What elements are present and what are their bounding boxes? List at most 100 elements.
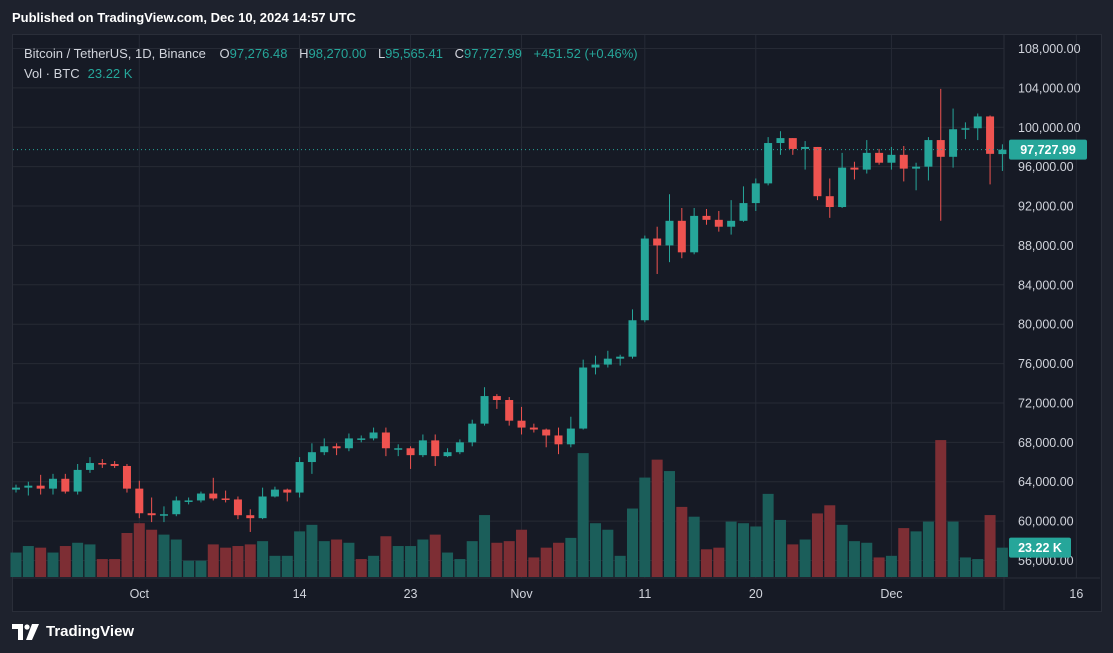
- volume-bar: [935, 440, 947, 577]
- candle-body: [702, 215, 711, 220]
- candle: [270, 486, 279, 498]
- volume-bar: [294, 531, 306, 577]
- candle: [209, 477, 218, 501]
- candle: [233, 496, 242, 520]
- time-tick-label: 16: [1069, 587, 1083, 601]
- volume-bar: [232, 546, 244, 577]
- candle: [357, 435, 366, 443]
- volume-bar: [96, 559, 108, 577]
- volume-bar: [996, 547, 1008, 577]
- candle: [813, 146, 822, 201]
- price-tick-label: 68,000.00: [1018, 436, 1074, 450]
- volume-bar: [22, 546, 34, 577]
- tradingview-logo-icon: [12, 623, 39, 640]
- candle-body: [443, 452, 452, 457]
- candle-body: [369, 432, 378, 439]
- volume-bar: [959, 557, 971, 577]
- candle: [443, 448, 452, 458]
- candle-body: [320, 446, 329, 453]
- candle: [36, 474, 45, 495]
- candle: [61, 473, 70, 494]
- volume-bar: [269, 555, 281, 577]
- candle-body: [628, 320, 637, 357]
- candle: [48, 473, 57, 495]
- candle: [110, 461, 119, 468]
- high-value: 98,270.00: [308, 46, 367, 61]
- candle: [998, 144, 1007, 171]
- candle-body: [825, 196, 834, 208]
- volume-bar: [491, 542, 503, 577]
- price-tick-label: 108,000.00: [1018, 42, 1081, 56]
- candle: [986, 115, 995, 185]
- volume-bar: [466, 541, 478, 577]
- time-tick-label: Nov: [510, 587, 533, 601]
- candles: [12, 88, 1007, 532]
- candle: [418, 434, 427, 458]
- candle-body: [431, 440, 440, 457]
- candle: [640, 235, 649, 323]
- time-axis[interactable]: Oct 14 23 Nov 11 20 Dec 16: [130, 587, 1084, 601]
- candle-body: [665, 220, 674, 246]
- candle-body: [147, 513, 156, 516]
- candle: [973, 113, 982, 141]
- candle-body: [517, 420, 526, 428]
- volume-bar: [737, 523, 749, 577]
- volume-bar: [885, 555, 897, 577]
- volume-bar: [725, 521, 737, 577]
- candle-body: [739, 203, 748, 221]
- chart-frame[interactable]: [12, 34, 1102, 612]
- candle-body: [196, 493, 205, 501]
- candle-body: [776, 138, 785, 144]
- candle: [949, 108, 958, 168]
- candle-body: [357, 438, 366, 440]
- candle: [505, 397, 514, 426]
- tradingview-logo[interactable]: TradingView: [12, 623, 134, 640]
- candle: [455, 439, 464, 455]
- candle-body: [801, 146, 810, 149]
- candle: [566, 416, 575, 448]
- volume-value: 23.22 K: [87, 66, 133, 81]
- candle: [764, 137, 773, 186]
- candle: [147, 497, 156, 523]
- volume-row: Vol · BTC 23.22 K: [24, 64, 646, 84]
- candle: [529, 423, 538, 433]
- volume-bar: [503, 541, 515, 577]
- time-tick-label: Oct: [130, 587, 150, 601]
- last-volume-badge-text: 23.22 K: [1018, 541, 1062, 555]
- price-axis[interactable]: 56,000.0060,000.0064,000.0068,000.0072,0…: [1018, 42, 1081, 568]
- candle-body: [912, 166, 921, 169]
- ohlc-row: Bitcoin / TetherUS, 1D, Binance O97,276.…: [24, 44, 646, 64]
- candle: [480, 387, 489, 426]
- candle: [603, 350, 612, 368]
- candle: [665, 194, 674, 263]
- candle: [776, 131, 785, 155]
- symbol-title[interactable]: Bitcoin / TetherUS, 1D, Binance: [24, 46, 206, 61]
- candle-body: [492, 396, 501, 401]
- volume-bar: [417, 539, 429, 577]
- volume-bar: [220, 547, 232, 577]
- price-tick-label: 76,000.00: [1018, 357, 1074, 371]
- volume-bar: [984, 515, 996, 577]
- volume-bar: [898, 528, 910, 577]
- volume-label[interactable]: Vol · BTC: [24, 66, 80, 81]
- candle-body: [24, 485, 33, 488]
- volume-bar: [47, 552, 59, 577]
- volume-bar: [565, 537, 577, 577]
- candle-body: [788, 138, 797, 149]
- volume-bar: [343, 542, 355, 577]
- candle-body: [480, 396, 489, 424]
- price-tick-label: 80,000.00: [1018, 318, 1074, 332]
- candle: [406, 446, 415, 469]
- candle-body: [184, 500, 193, 502]
- candle: [591, 355, 600, 375]
- candle-body: [283, 489, 292, 493]
- volume-bar: [713, 547, 725, 577]
- volume-bar: [146, 529, 158, 577]
- time-tick-label: Dec: [880, 587, 902, 601]
- time-tick-label: 11: [638, 587, 651, 601]
- volume-bar: [35, 547, 47, 577]
- volume-bar: [392, 546, 404, 577]
- volume-bar: [762, 493, 774, 577]
- chart-legend: Bitcoin / TetherUS, 1D, Binance O97,276.…: [24, 44, 646, 84]
